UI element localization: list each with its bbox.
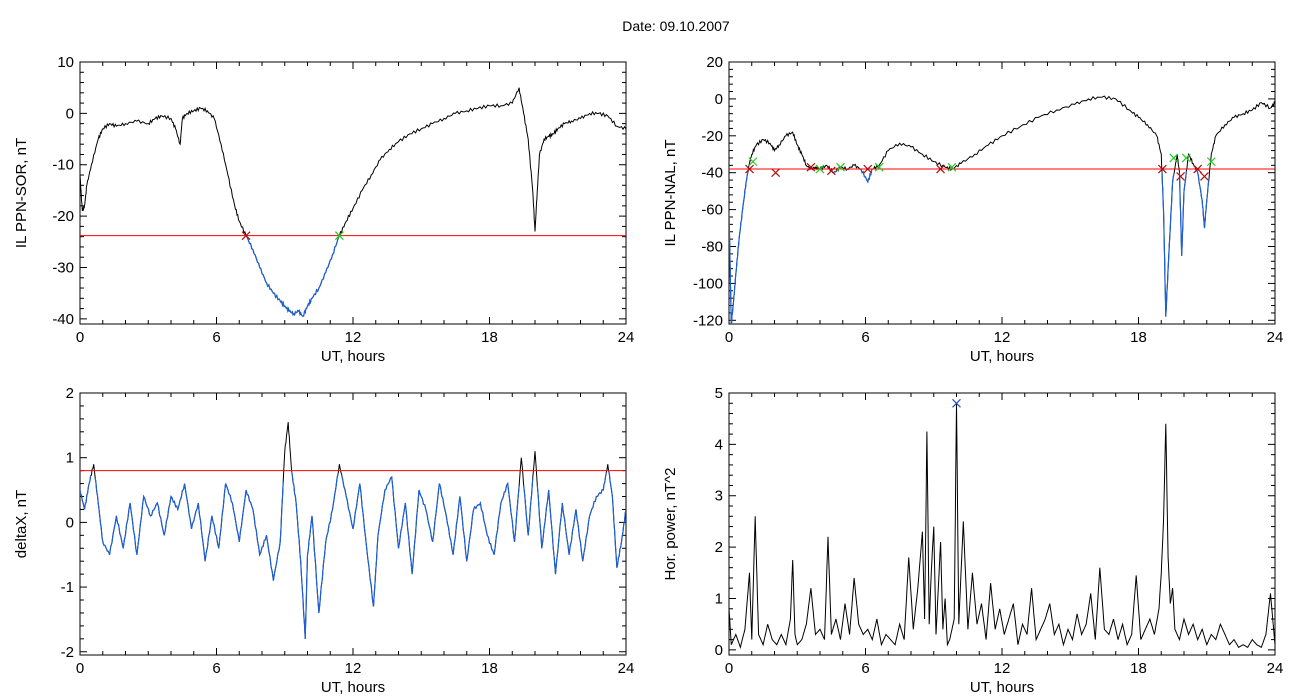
- x-tick-label: 0: [76, 329, 84, 346]
- x-tick-label: 12: [345, 329, 362, 346]
- event-mark: [863, 164, 873, 174]
- y-tick-label: 4: [715, 436, 723, 453]
- x-tick-label: 6: [212, 660, 220, 677]
- y-tick-label: 0: [715, 91, 723, 108]
- y-tick-label: 20: [706, 54, 723, 71]
- y-tick-label: -20: [701, 128, 723, 145]
- y-tick-label: -60: [701, 202, 723, 219]
- x-tick-label: 6: [212, 329, 220, 346]
- y-tick-label: -30: [52, 259, 74, 276]
- x-tick-label: 24: [618, 660, 635, 677]
- below-threshold-segment: [80, 474, 92, 510]
- below-threshold-segment: [729, 170, 749, 324]
- y-tick-label: 2: [715, 539, 723, 556]
- x-tick-label: 0: [76, 660, 84, 677]
- event-mark: [947, 162, 957, 172]
- series-line: [729, 95, 1275, 324]
- below-threshold-segment: [291, 470, 339, 639]
- below-threshold-segment: [1161, 171, 1175, 317]
- y-tick-label: 2: [66, 385, 74, 402]
- x-tick-label: 24: [618, 329, 635, 346]
- y-tick-label: -40: [52, 311, 74, 328]
- event-mark: [874, 162, 884, 172]
- x-axis-label: UT, hours: [970, 679, 1034, 696]
- event-mark: [815, 164, 825, 174]
- panel-deltax: 0 6 12 18 24 2 1 0 -1 -2 UT, hours deltaX, nT: [13, 385, 634, 696]
- below-threshold-segment: [1195, 168, 1210, 229]
- y-tick-label: 3: [715, 488, 723, 505]
- event-mark: [1193, 164, 1203, 174]
- x-tick-label: 18: [481, 660, 498, 677]
- y-tick-label: -20: [52, 208, 74, 225]
- x-tick-label: 0: [725, 660, 733, 677]
- y-axis-label: deltaX, nT: [13, 490, 30, 558]
- panel-power: 0 6 12 18 24 5 4 3 2 1 0 UT, hours Hor. power, nT^2: [662, 385, 1283, 696]
- x-tick-label: 12: [994, 660, 1011, 677]
- y-axis-label: IL PPN-SOR, nT: [13, 138, 30, 248]
- event-mark: [1206, 157, 1216, 167]
- event-mark: [334, 231, 344, 241]
- event-mark: [1181, 153, 1191, 163]
- below-threshold-segment: [1178, 171, 1187, 256]
- x-axis-label: UT, hours: [970, 348, 1034, 365]
- event-mark: [1157, 164, 1167, 174]
- panel-sor: 0 6 12 18 24 10 0 -10 -20 -30 -40 UT, hours IL PPN-S…: [13, 54, 634, 365]
- event-mark: [826, 166, 836, 176]
- y-tick-label: -40: [701, 165, 723, 182]
- x-tick-label: 24: [1267, 660, 1284, 677]
- below-threshold-segment: [341, 474, 520, 607]
- y-tick-label: 0: [66, 514, 74, 531]
- below-threshold-segment: [608, 470, 626, 568]
- event-mark: [836, 162, 845, 172]
- below-threshold-segment: [94, 477, 284, 581]
- event-mark: [952, 398, 961, 408]
- event-mark: [1200, 171, 1209, 181]
- y-tick-label: 10: [57, 54, 74, 71]
- y-axis-label: IL PPN-NAL, nT: [662, 140, 679, 247]
- below-threshold-segment: [523, 478, 534, 536]
- y-tick-label: -1: [61, 579, 74, 596]
- y-tick-label: 0: [66, 105, 74, 122]
- event-mark: [1169, 153, 1179, 163]
- x-tick-label: 0: [725, 329, 733, 346]
- event-mark: [748, 157, 758, 167]
- plot-frame: [728, 392, 1276, 656]
- event-mark: [745, 164, 754, 174]
- x-tick-label: 6: [861, 660, 869, 677]
- event-mark: [806, 162, 816, 172]
- below-threshold-segment: [859, 168, 873, 184]
- plot-frame: [728, 61, 1276, 325]
- x-tick-label: 18: [1130, 660, 1147, 677]
- y-tick-label: 5: [715, 385, 723, 402]
- event-mark: [1176, 171, 1186, 181]
- plot-frame: [79, 61, 627, 325]
- event-mark: [771, 168, 781, 178]
- y-tick-label: -100: [693, 275, 723, 292]
- y-tick-label: 1: [66, 450, 74, 467]
- x-tick-label: 12: [345, 660, 362, 677]
- y-axis-label: Hor. power, nT^2: [662, 468, 679, 581]
- y-tick-label: -80: [701, 239, 723, 256]
- y-tick-label: -120: [693, 312, 723, 329]
- series-line: [80, 87, 626, 317]
- x-tick-label: 18: [481, 329, 498, 346]
- x-axis-label: UT, hours: [321, 348, 385, 365]
- y-tick-label: -10: [52, 157, 74, 174]
- x-axis-label: UT, hours: [321, 679, 385, 696]
- x-tick-label: 24: [1267, 329, 1284, 346]
- panel-nal: 0 6 12 18 24 20 0 -20 -40 -60 -80 -100 -120 UT, hours…: [662, 54, 1283, 365]
- below-threshold-segment: [536, 472, 607, 575]
- below-threshold-segment: [245, 235, 340, 317]
- series-line: [729, 403, 1275, 650]
- y-tick-label: 1: [715, 590, 723, 607]
- x-tick-label: 6: [861, 329, 869, 346]
- x-tick-label: 12: [994, 329, 1011, 346]
- x-tick-label: 18: [1130, 329, 1147, 346]
- y-tick-label: -2: [61, 644, 74, 661]
- y-tick-label: 0: [715, 642, 723, 659]
- event-mark: [936, 164, 945, 174]
- event-mark: [241, 231, 251, 241]
- figure-title: Date: 09.10.2007: [622, 18, 730, 34]
